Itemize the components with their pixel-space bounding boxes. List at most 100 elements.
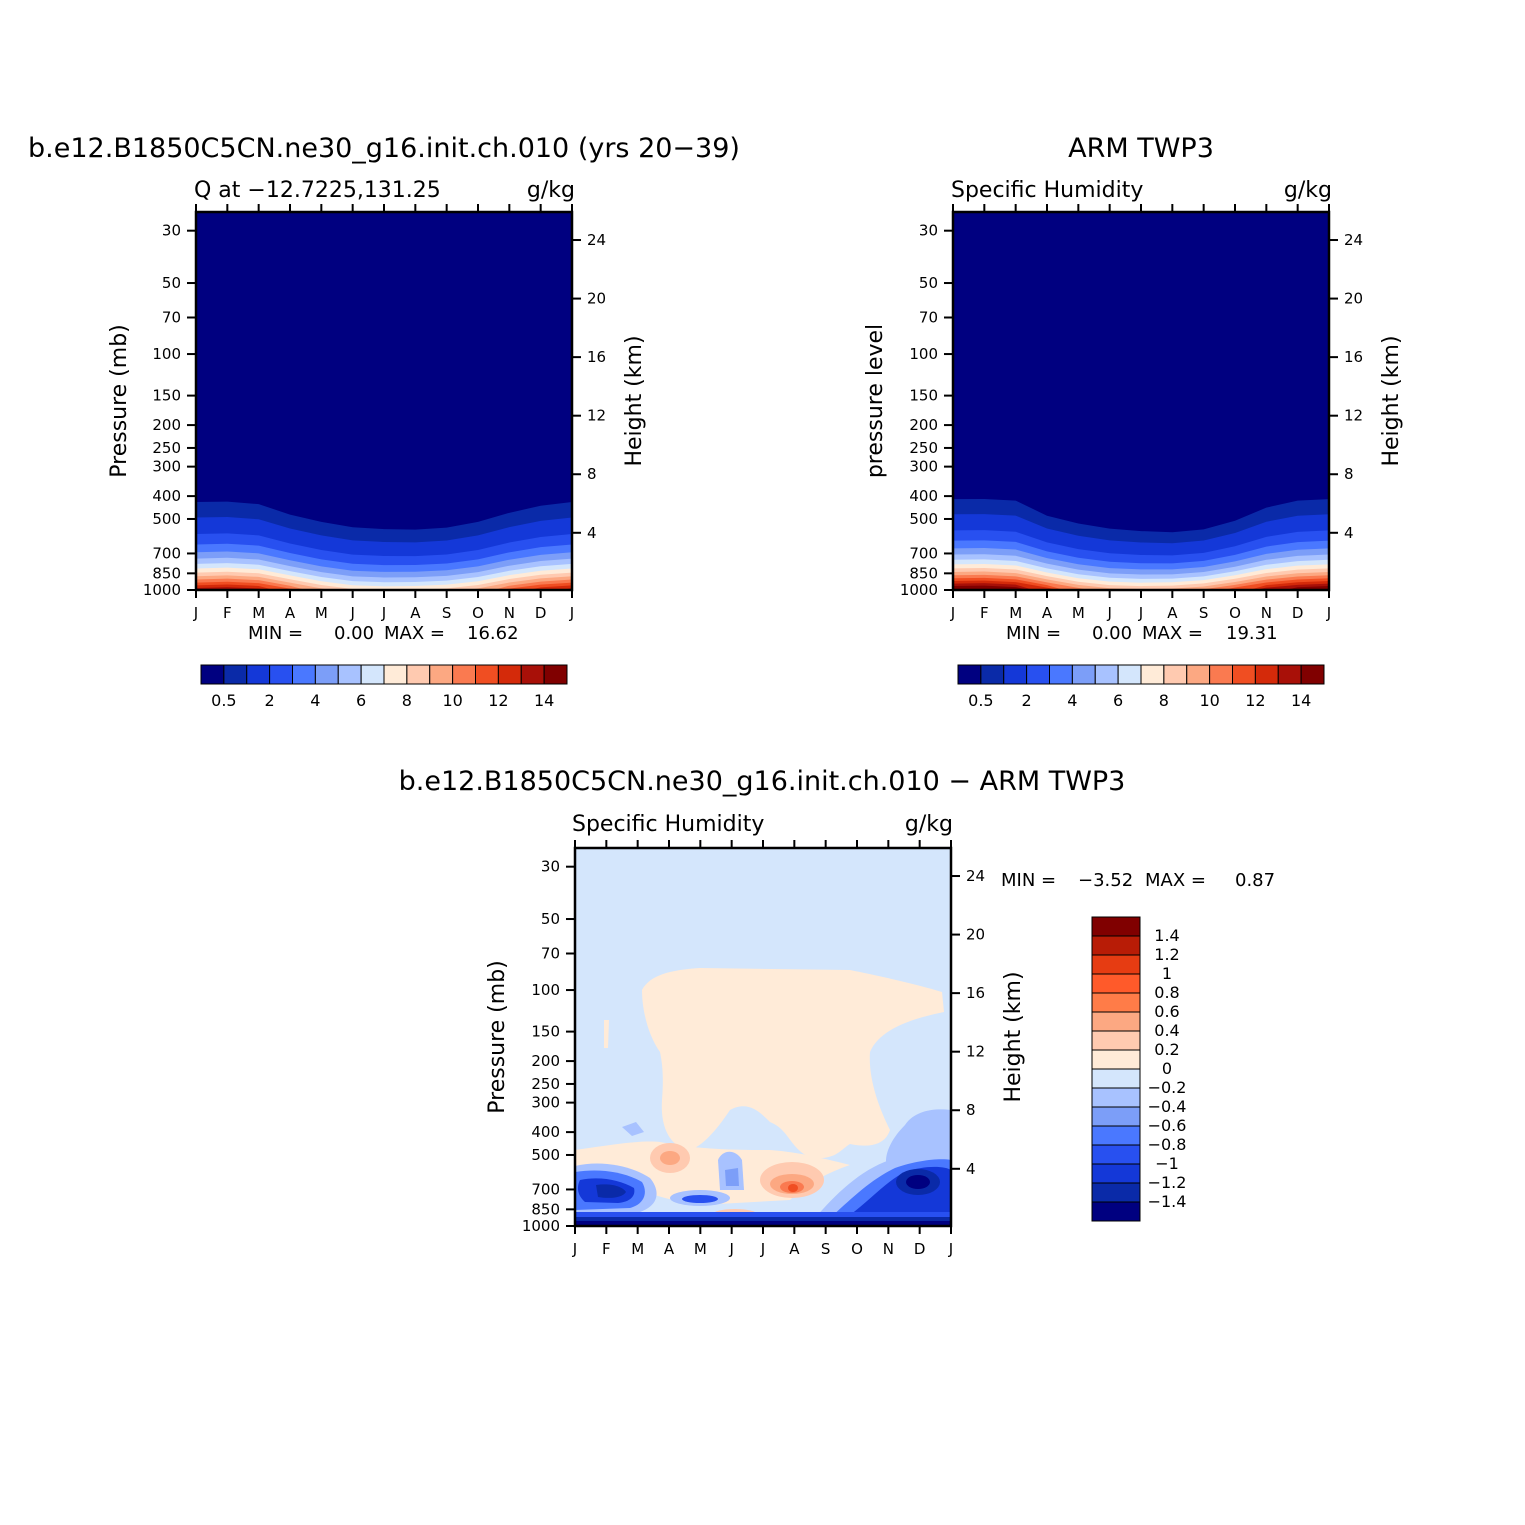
- colorbar-label: 1.4: [1154, 926, 1179, 945]
- colorbar-label: 2: [265, 691, 275, 710]
- colorbar-label: 0.5: [968, 691, 993, 710]
- colorbar-label: 0.5: [211, 691, 236, 710]
- x-tick-label: M: [315, 604, 328, 622]
- colorbar-box: [1091, 973, 1141, 994]
- colorbar-box: [1091, 1163, 1141, 1184]
- colorbar-box: [337, 664, 362, 685]
- colorbar-box: [383, 664, 408, 685]
- colorbar-box: [1091, 992, 1141, 1013]
- panel-model-max-label: MAX =: [384, 623, 445, 644]
- panel-obs-ylabel-right: Height (km): [1379, 335, 1404, 466]
- colorbar-label: 14: [1291, 691, 1311, 710]
- panel-model-contour-layers: [196, 501, 572, 590]
- colorbar-box: [314, 664, 339, 685]
- y-tick-label: 1000: [522, 1217, 560, 1235]
- contour-level-band: [953, 580, 1329, 590]
- y-tick-label: 70: [919, 309, 938, 327]
- contour-level-band: [196, 578, 572, 590]
- colorbar-label: −0.2: [1148, 1078, 1187, 1097]
- colorbar-box: [1026, 664, 1050, 685]
- y-tick-label: 200: [531, 1052, 560, 1070]
- colorbar-box: [292, 664, 316, 685]
- x-tick-label: A: [664, 1240, 675, 1258]
- diff-column-negative-core: [725, 1168, 739, 1186]
- panel-diff-min-label: MIN =: [1001, 870, 1056, 891]
- colorbar-label: 8: [1159, 691, 1169, 710]
- x-tick-label: N: [1261, 604, 1272, 622]
- colorbar-label: −0.6: [1148, 1116, 1187, 1135]
- panel-obs: ARM TWP3 Specific Humidity g/kg 30 50 70 10…: [863, 133, 1404, 710]
- y2-tick-label: 8: [1344, 465, 1354, 483]
- colorbar-box: [429, 664, 454, 685]
- colorbar-label: 4: [310, 691, 320, 710]
- colorbar-box: [1091, 1087, 1141, 1108]
- y-tick-label: 500: [909, 510, 938, 528]
- colorbar-box: [1091, 1144, 1141, 1165]
- panel-diff-ylabel-right: Height (km): [1001, 971, 1026, 1102]
- colorbar-box: [1091, 935, 1141, 956]
- y2-tick-label: 8: [587, 465, 597, 483]
- panel-diff-max-value: 0.87: [1235, 870, 1275, 891]
- x-tick-label: J: [572, 1240, 577, 1258]
- y-tick-label: 70: [541, 945, 560, 963]
- y-tick-label: 850: [152, 564, 181, 582]
- x-tick-label: M: [1072, 604, 1085, 622]
- x-tick-label: J: [569, 604, 574, 622]
- y-tick-label: 700: [152, 544, 181, 562]
- colorbar-label: 2: [1022, 691, 1032, 710]
- x-tick-label: M: [694, 1240, 707, 1258]
- y-tick-label: 250: [152, 439, 181, 457]
- y2-tick-label: 4: [966, 1160, 976, 1178]
- colorbar-box: [1209, 664, 1233, 685]
- colorbar-label: 0.4: [1154, 1021, 1179, 1040]
- colorbar-box: [1232, 664, 1256, 685]
- colorbar-box: [1049, 664, 1073, 685]
- colorbar-box: [543, 664, 568, 685]
- contour-level-band: [953, 577, 1329, 590]
- x-tick-label: J: [1326, 604, 1331, 622]
- y-tick-label: 300: [152, 458, 181, 476]
- colorbar-label: 8: [402, 691, 412, 710]
- y2-tick-label: 20: [1344, 290, 1363, 308]
- panel-model-ylabel: Pressure (mb): [107, 324, 132, 478]
- y-tick-label: 500: [531, 1146, 560, 1164]
- y-tick-label: 400: [531, 1123, 560, 1141]
- colorbar-box: [1117, 664, 1142, 685]
- x-tick-label: S: [821, 1240, 831, 1258]
- y-tick-label: 300: [909, 458, 938, 476]
- y-tick-label: 500: [152, 510, 181, 528]
- y-tick-label: 30: [541, 858, 560, 876]
- colorbar-label: 10: [1199, 691, 1219, 710]
- y2-tick-label: 16: [966, 984, 985, 1002]
- y2-tick-label: 12: [587, 407, 606, 425]
- panel-diff-max-label: MAX =: [1145, 870, 1206, 891]
- x-tick-label: J: [1138, 604, 1143, 622]
- colorbar-box: [1091, 1125, 1141, 1146]
- panel-model-subtitle-right: g/kg: [527, 178, 575, 203]
- colorbar-label: 14: [534, 691, 554, 710]
- colorbar-label: 1: [1162, 964, 1172, 983]
- colorbar-label: 6: [356, 691, 366, 710]
- y-tick-label: 250: [531, 1075, 560, 1093]
- colorbar-box: [1091, 1049, 1141, 1070]
- x-tick-label: D: [535, 604, 547, 622]
- y-tick-label: 200: [152, 416, 181, 434]
- y-tick-label: 300: [531, 1094, 560, 1112]
- diff-sliver-positive: [604, 1020, 609, 1048]
- colorbar-box: [1186, 664, 1211, 685]
- diff-plume-positive: [642, 968, 944, 1159]
- diff-lobe-right-5: [906, 1175, 930, 1189]
- x-tick-label: J: [760, 1240, 765, 1258]
- colorbar-box: [223, 664, 248, 685]
- y-tick-label: 50: [541, 910, 560, 928]
- panel-model-colorbar: 0.5 2 4 6 8 10 12 14: [200, 664, 568, 710]
- y2-tick-label: 12: [1344, 407, 1363, 425]
- panel-model: b.e12.B1850C5CN.ne30_g16.init.ch.010 (yr…: [28, 133, 740, 710]
- panel-model-subtitle-left: Q at −12.7225,131.25: [194, 178, 441, 203]
- panel-diff-subtitle-left: Specific Humidity: [572, 812, 764, 837]
- colorbar-box: [1091, 1011, 1141, 1032]
- colorbar-label: 1.2: [1154, 945, 1179, 964]
